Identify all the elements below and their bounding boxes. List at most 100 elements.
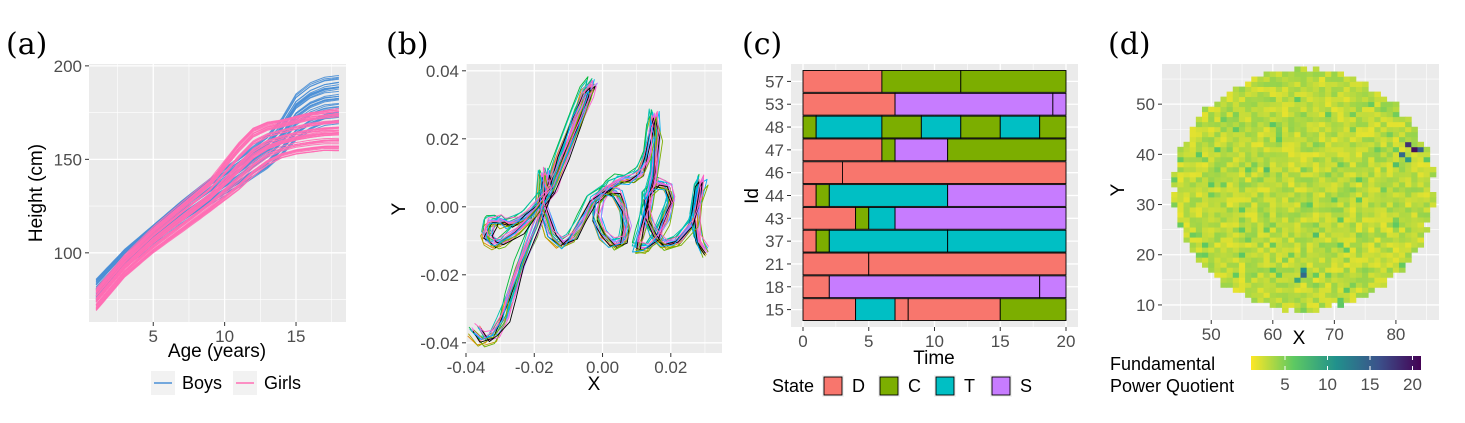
heatmap-cell xyxy=(1282,96,1289,103)
heatmap-cell xyxy=(1362,282,1369,288)
heatmap-cell xyxy=(1269,227,1277,233)
heatmap-cell xyxy=(1349,262,1357,268)
heatmap-cell xyxy=(1189,237,1197,243)
heatmap-cell xyxy=(1257,282,1264,288)
heatmap-cell xyxy=(1300,302,1308,308)
heatmap-cell xyxy=(1269,146,1277,153)
heatmap-cell xyxy=(1380,202,1388,208)
heatmap-cell xyxy=(1343,186,1351,193)
heatmap-cell xyxy=(1368,287,1375,293)
heatmap-cell xyxy=(1275,111,1283,118)
heatmap-cell xyxy=(1251,96,1258,103)
heatmap-cell xyxy=(1411,151,1418,158)
heatmap-cell xyxy=(1306,121,1314,128)
heatmap-cell xyxy=(1349,166,1357,173)
heatmap-cell xyxy=(1275,242,1283,248)
heatmap-cell xyxy=(1288,247,1295,253)
heatmap-cell xyxy=(1269,71,1277,77)
heatmap-cell xyxy=(1282,202,1289,208)
heatmap-cell xyxy=(1275,166,1283,173)
heatmap-cell xyxy=(1343,192,1351,198)
heatmap-cell xyxy=(1245,222,1252,228)
heatmap-cell xyxy=(1368,106,1375,113)
heatmap-cell xyxy=(1380,262,1388,268)
heatmap-cell xyxy=(1294,212,1301,218)
heatmap-cell xyxy=(1368,136,1375,143)
heatmap-cell xyxy=(1226,277,1234,283)
heatmap-cell xyxy=(1226,111,1234,118)
heatmap-cell xyxy=(1349,192,1357,198)
heatmap-cell xyxy=(1263,96,1271,103)
heatmap-cell xyxy=(1374,262,1381,268)
heatmap-cell xyxy=(1343,207,1351,213)
heatmap-cell xyxy=(1275,252,1283,258)
heatmap-cell xyxy=(1275,302,1283,308)
heatmap-cell xyxy=(1183,222,1191,228)
heatmap-cell xyxy=(1331,91,1338,98)
heatmap-cell xyxy=(1245,272,1252,278)
heatmap-cell xyxy=(1294,207,1301,213)
heatmap-cell xyxy=(1189,126,1197,133)
heatmap-cell xyxy=(1306,126,1314,133)
heatmap-cell xyxy=(1306,71,1314,77)
heatmap-cell xyxy=(1318,252,1326,258)
heatmap-cell xyxy=(1232,136,1240,143)
heatmap-cell xyxy=(1189,176,1197,183)
heatmap-cell xyxy=(1282,217,1289,223)
state-bar-37-T xyxy=(828,229,949,253)
heatmap-cell xyxy=(1306,151,1314,158)
heatmap-cell xyxy=(1362,287,1369,293)
heatmap-cell xyxy=(1405,141,1412,148)
heatmap-cell xyxy=(1238,217,1246,223)
heatmap-cell xyxy=(1208,197,1215,203)
heatmap-cell xyxy=(1282,242,1289,248)
heatmap-cell xyxy=(1405,242,1412,248)
state-bar-57-C xyxy=(960,70,1067,93)
heatmap-cell xyxy=(1269,96,1277,103)
heatmap-cell xyxy=(1294,101,1301,108)
heatmap-cell xyxy=(1257,287,1264,293)
state-bar-53-S xyxy=(894,92,1054,116)
heatmap-cell xyxy=(1269,297,1277,303)
heatmap-cell xyxy=(1214,272,1221,278)
heatmap-cell xyxy=(1368,161,1375,168)
heatmap-cell xyxy=(1343,126,1351,133)
heatmap-cell xyxy=(1312,161,1320,168)
heatmap-cell xyxy=(1202,227,1209,233)
heatmap-cell xyxy=(1294,302,1301,308)
heatmap-cell xyxy=(1349,297,1357,303)
heatmap-cell xyxy=(1312,272,1320,278)
heatmap-cell xyxy=(1275,227,1283,233)
heatmap-cell xyxy=(1226,267,1234,273)
heatmap-cell xyxy=(1325,81,1332,87)
heatmap-cell xyxy=(1318,287,1326,293)
heatmap-cell xyxy=(1374,242,1381,248)
heatmap-cell xyxy=(1337,76,1344,82)
heatmap-cell xyxy=(1374,247,1381,253)
heatmap-cell xyxy=(1208,156,1215,163)
heatmap-cell xyxy=(1368,197,1375,203)
heatmap-cell xyxy=(1275,217,1283,223)
heatmap-cell xyxy=(1251,207,1258,213)
heatmap-cell xyxy=(1380,181,1388,188)
heatmap-cell xyxy=(1325,192,1332,198)
heatmap-cell xyxy=(1337,197,1344,203)
state-bar-48-C xyxy=(802,115,817,139)
heatmap-cell xyxy=(1325,166,1332,173)
heatmap-cell xyxy=(1411,136,1418,143)
heatmap-cell xyxy=(1349,232,1357,238)
heatmap-cell xyxy=(1300,212,1308,218)
heatmap-cell xyxy=(1294,136,1301,143)
heatmap-cell xyxy=(1337,207,1344,213)
heatmap-cell xyxy=(1177,176,1184,183)
heatmap-cell xyxy=(1245,116,1252,123)
heatmap-cell xyxy=(1392,217,1400,223)
heatmap-cell xyxy=(1251,86,1258,93)
heatmap-cell xyxy=(1300,247,1308,253)
heatmap-cell xyxy=(1220,106,1228,113)
heatmap-cell xyxy=(1331,71,1338,77)
heatmap-cell xyxy=(1380,116,1388,123)
heatmap-cell xyxy=(1195,121,1203,128)
panel-c-xtick-label: 5 xyxy=(864,332,873,351)
